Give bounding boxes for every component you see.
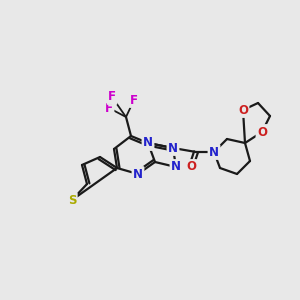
Text: N: N (133, 167, 143, 181)
Text: O: O (186, 160, 196, 173)
Text: F: F (105, 101, 113, 115)
Text: N: N (171, 160, 181, 173)
Text: O: O (238, 103, 248, 116)
Text: N: N (143, 136, 153, 149)
Text: O: O (257, 125, 267, 139)
Text: N: N (168, 142, 178, 154)
Text: S: S (68, 194, 76, 206)
Text: N: N (209, 146, 219, 158)
Text: F: F (130, 94, 138, 106)
Text: F: F (108, 91, 116, 103)
